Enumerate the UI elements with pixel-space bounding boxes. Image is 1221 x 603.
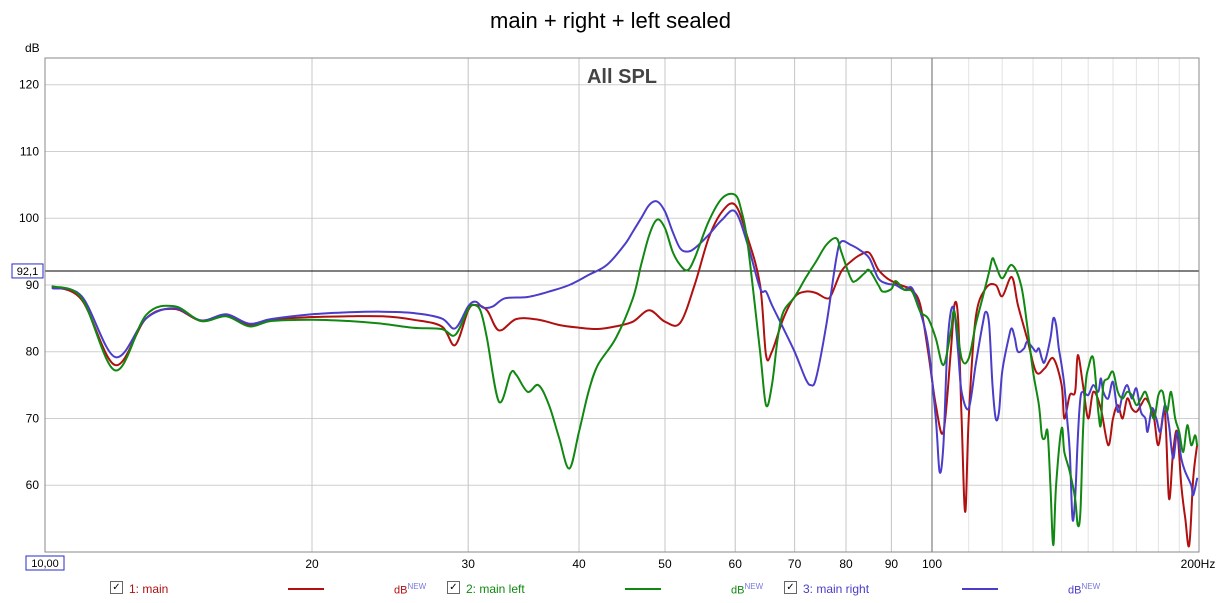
- series-line-main-right: [51, 200, 1199, 522]
- grid: [44, 58, 1200, 552]
- legend-unit-main-left: dBNEW: [731, 582, 764, 597]
- reference-label-box: [11, 263, 44, 279]
- x-tick-label: 50: [658, 557, 672, 571]
- legend-swatch-main-left: [625, 588, 661, 590]
- legend-unit-main: dBNEW: [394, 582, 427, 597]
- legend-item-main[interactable]: ✓ 1: main dBNEW: [110, 580, 440, 598]
- x-tick-label: 30: [462, 557, 476, 571]
- x-tick-label: 80: [839, 557, 853, 571]
- y-tick-label: 100: [19, 211, 39, 225]
- chart-title: main + right + left sealed: [490, 8, 731, 33]
- series-line-main-left: [51, 192, 1199, 547]
- x-tick-label-start: 10,00: [25, 555, 65, 571]
- y-tick-label: 80: [26, 345, 40, 359]
- y-tick-label: 120: [19, 78, 39, 92]
- plot-frame: [44, 57, 1200, 553]
- legend-item-main-left[interactable]: ✓ 2: main left dBNEW: [447, 580, 777, 598]
- tick-labels: 60 70 80 90 100 110 120 10,00 20 30 40 50 60 70 80 90 10…: [19, 78, 1215, 571]
- x-tick-label: 200Hz: [1181, 557, 1216, 571]
- legend-checkbox-main-left[interactable]: ✓: [447, 581, 460, 594]
- legend-checkbox-main[interactable]: ✓: [110, 581, 123, 594]
- series-line-main: [51, 202, 1199, 548]
- x-tick-label: 20: [305, 557, 319, 571]
- x-tick-label: 90: [885, 557, 899, 571]
- series-group: [51, 192, 1199, 548]
- x-tick-label: 10,00: [31, 558, 59, 570]
- x-tick-label: 100: [922, 557, 942, 571]
- legend-swatch-main-right: [962, 588, 998, 590]
- legend-swatch-main: [288, 588, 324, 590]
- legend-label-main: 1: main: [129, 582, 169, 596]
- y-tick-label: 70: [26, 411, 40, 425]
- y-tick-label: 110: [20, 144, 39, 158]
- y-axis-label: dB: [25, 41, 40, 55]
- x-tick-label: 60: [729, 557, 743, 571]
- legend-label-main-left: 2: main left: [466, 582, 525, 596]
- x-start-box: [25, 555, 65, 571]
- chart-subtitle: All SPL: [587, 66, 657, 88]
- legend-item-main-right[interactable]: ✓ 3: main right dBNEW: [784, 580, 1114, 598]
- y-tick-label: 90: [26, 278, 40, 292]
- x-tick-label: 70: [788, 557, 802, 571]
- reference-line-label: 92,1: [11, 263, 44, 279]
- y-tick-label: 60: [26, 478, 40, 492]
- legend-checkbox-main-right[interactable]: ✓: [784, 581, 797, 594]
- reference-label-text: 92,1: [17, 266, 38, 278]
- legend-unit-main-right: dBNEW: [1068, 582, 1101, 597]
- legend-label-main-right: 3: main right: [803, 582, 870, 596]
- x-tick-label: 40: [572, 557, 586, 571]
